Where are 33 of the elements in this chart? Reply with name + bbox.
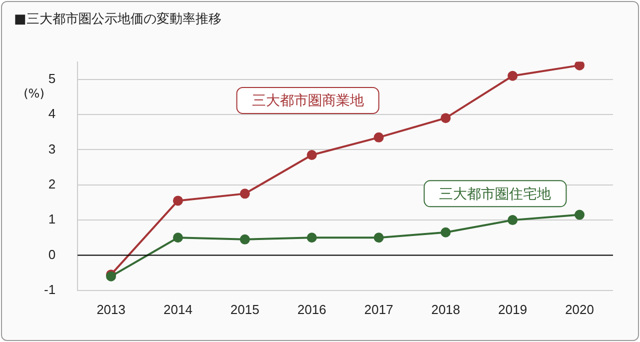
point xyxy=(374,232,384,243)
point xyxy=(374,132,384,142)
point xyxy=(306,150,317,160)
chart-title: ■三大都市圏公示地価の変動率推移 xyxy=(14,11,222,28)
point xyxy=(574,62,585,70)
point xyxy=(440,113,451,124)
y-tick-label: 3 xyxy=(48,141,56,156)
point xyxy=(172,232,183,243)
point xyxy=(508,70,518,81)
point xyxy=(240,188,250,199)
x-tick-label: 2020 xyxy=(565,302,594,317)
point xyxy=(440,227,451,238)
point xyxy=(306,232,317,243)
x-tick-label: 2014 xyxy=(163,302,192,317)
y-tick-label: 0 xyxy=(48,246,56,262)
y-tick-label: 4 xyxy=(48,106,56,122)
y-tick-label: -1 xyxy=(44,282,56,297)
y-axis-title: (%) xyxy=(24,86,44,101)
x-tick-label: 2013 xyxy=(96,302,126,317)
y-tick-label: 1 xyxy=(48,212,56,227)
text: 三大都市圏商業地 xyxy=(252,93,364,110)
point xyxy=(574,210,585,220)
x-tick-label: 2018 xyxy=(431,302,460,317)
y-tick-label: 5 xyxy=(48,70,56,86)
y-tick-label: 2 xyxy=(48,176,56,192)
x-tick-label: 2019 xyxy=(498,302,528,317)
x-tick-label: 2017 xyxy=(364,302,394,317)
point xyxy=(508,215,518,226)
point xyxy=(172,196,183,206)
x-tick-label: 2015 xyxy=(230,302,260,317)
x-tick-label: 2016 xyxy=(297,302,326,317)
point xyxy=(240,234,250,244)
series-label: 三大都市圏住宅地 xyxy=(439,186,552,202)
